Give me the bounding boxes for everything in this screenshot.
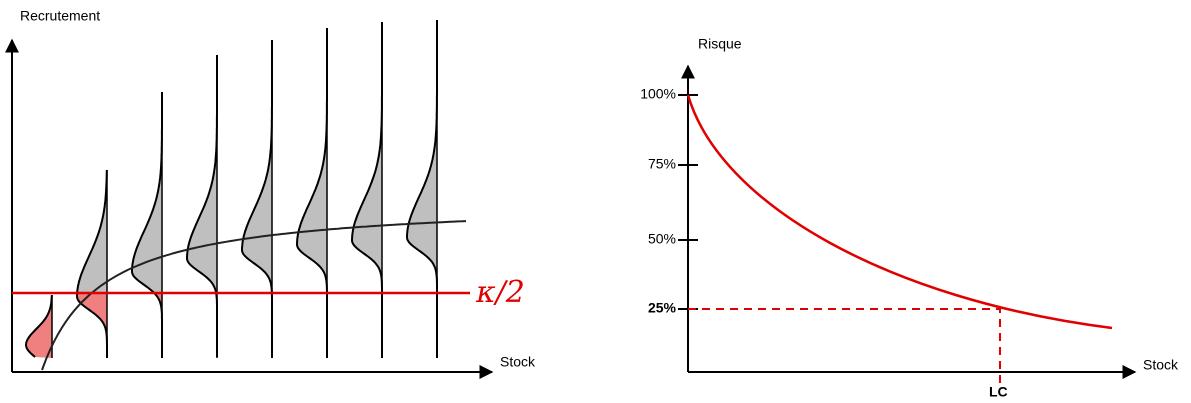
x-axis-label: Stock xyxy=(500,354,536,370)
recruitment-curve xyxy=(41,220,467,371)
risk-curve xyxy=(686,94,1113,330)
x-axis-label: Stock xyxy=(1143,357,1179,373)
left-panel: Recrutement Stock κ/2 xyxy=(4,8,536,379)
tick-label: 50% xyxy=(648,231,676,247)
distribution xyxy=(295,28,328,358)
fill-above xyxy=(407,20,437,293)
lc-guide xyxy=(688,308,1001,385)
distribution xyxy=(241,40,273,358)
fill-above xyxy=(352,22,382,293)
marker-label: LC xyxy=(989,384,1008,400)
threshold-label: κ/2 xyxy=(475,275,525,310)
tick-label: 75% xyxy=(648,156,676,172)
distribution xyxy=(24,294,53,358)
fill-below xyxy=(154,293,162,358)
distribution xyxy=(406,20,438,358)
density-outline xyxy=(75,170,108,358)
fill-above xyxy=(242,40,272,293)
distribution xyxy=(186,55,218,358)
fill-below xyxy=(77,293,107,358)
distribution xyxy=(350,22,383,358)
density-outline xyxy=(24,294,53,358)
tick-label: 100% xyxy=(640,86,676,102)
fill-above xyxy=(297,28,327,293)
distributions xyxy=(24,20,438,358)
tick-label: 25% xyxy=(648,300,677,316)
y-axis-label: Recrutement xyxy=(20,8,100,24)
distribution xyxy=(75,170,108,358)
fill-above xyxy=(77,170,107,293)
fill-above xyxy=(187,55,217,293)
y-axis-label: Risque xyxy=(698,36,742,52)
right-panel: 100% 75% 50% 25% Risque Stock LC xyxy=(640,36,1179,400)
distribution xyxy=(131,92,163,358)
